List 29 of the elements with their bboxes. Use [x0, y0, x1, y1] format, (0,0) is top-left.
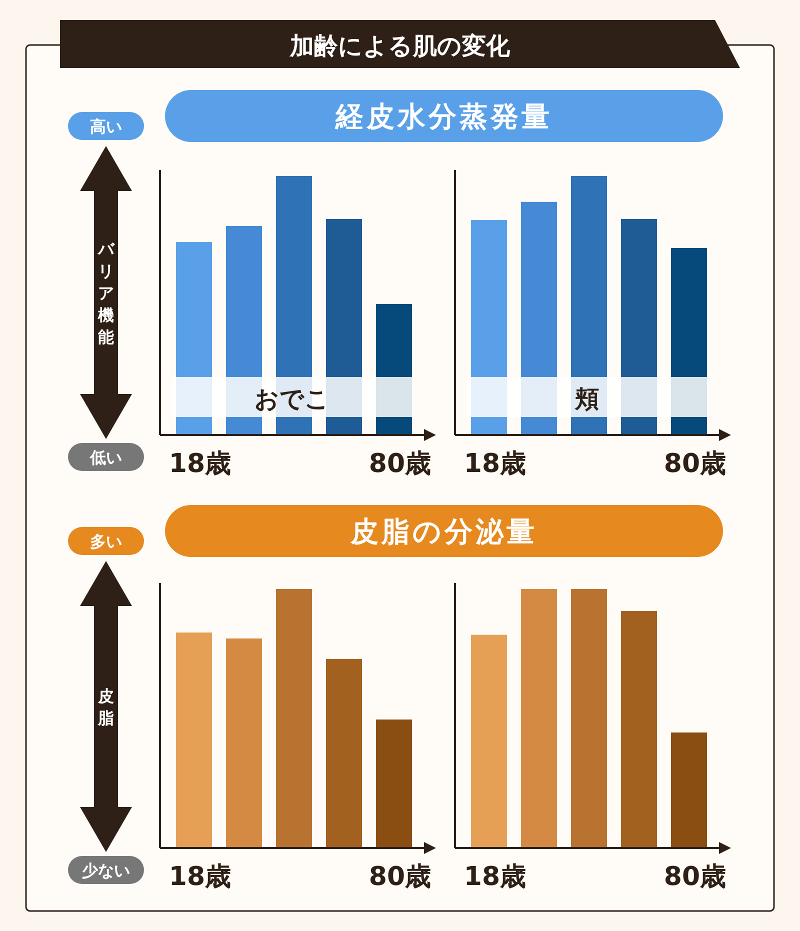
x-tick-label: 80歳 [664, 449, 726, 479]
y-axis-title: バリア機能 [97, 240, 115, 346]
text: 低い [89, 448, 122, 467]
annotation: 頬 [574, 385, 599, 413]
annotation: おでこ [254, 385, 330, 413]
x-tick-label: 80歳 [368, 449, 432, 479]
x-tick-label: 18歳 [168, 449, 232, 479]
text: 高い [90, 117, 122, 136]
bar [376, 720, 412, 848]
bar [671, 732, 707, 848]
chart-title: 加齢による肌の変化 [289, 32, 511, 60]
text: 多い [90, 532, 122, 551]
x-tick-label: 80歳 [664, 862, 726, 892]
x-tick-label: 18歳 [464, 449, 526, 479]
chart-subtitle: 経皮水分蒸発量 [334, 100, 552, 133]
bar [226, 638, 262, 848]
bar [571, 589, 607, 848]
bar [176, 632, 212, 848]
x-tick-label: 18歳 [464, 862, 526, 892]
x-tick-label: 80歳 [368, 862, 432, 892]
bar [521, 589, 557, 848]
bar [276, 589, 312, 848]
chart-subtitle: 皮脂の分泌量 [350, 515, 538, 548]
bar [326, 658, 362, 848]
bar [621, 611, 657, 848]
y-axis-title: 皮脂 [97, 686, 114, 728]
bar [471, 634, 507, 848]
x-tick-label: 18歳 [168, 862, 232, 892]
text: 少ない [82, 861, 130, 880]
